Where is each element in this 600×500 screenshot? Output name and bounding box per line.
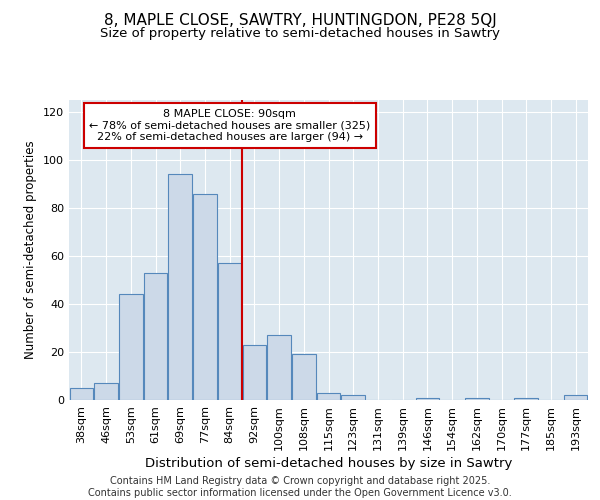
Bar xyxy=(169,174,192,400)
Bar xyxy=(465,398,488,400)
Text: 8 MAPLE CLOSE: 90sqm
← 78% of semi-detached houses are smaller (325)
22% of semi: 8 MAPLE CLOSE: 90sqm ← 78% of semi-detac… xyxy=(89,109,371,142)
Bar xyxy=(292,354,316,400)
Y-axis label: Number of semi-detached properties: Number of semi-detached properties xyxy=(25,140,37,360)
Bar xyxy=(242,345,266,400)
Text: Size of property relative to semi-detached houses in Sawtry: Size of property relative to semi-detach… xyxy=(100,28,500,40)
Text: 8, MAPLE CLOSE, SAWTRY, HUNTINGDON, PE28 5QJ: 8, MAPLE CLOSE, SAWTRY, HUNTINGDON, PE28… xyxy=(104,12,496,28)
X-axis label: Distribution of semi-detached houses by size in Sawtry: Distribution of semi-detached houses by … xyxy=(145,457,512,470)
Bar xyxy=(193,194,217,400)
Bar xyxy=(416,398,439,400)
Text: Contains HM Land Registry data © Crown copyright and database right 2025.
Contai: Contains HM Land Registry data © Crown c… xyxy=(88,476,512,498)
Bar xyxy=(144,273,167,400)
Bar xyxy=(119,294,143,400)
Bar xyxy=(94,383,118,400)
Bar xyxy=(317,393,340,400)
Bar xyxy=(341,395,365,400)
Bar xyxy=(218,263,241,400)
Bar xyxy=(70,388,93,400)
Bar xyxy=(268,335,291,400)
Bar xyxy=(564,395,587,400)
Bar xyxy=(514,398,538,400)
